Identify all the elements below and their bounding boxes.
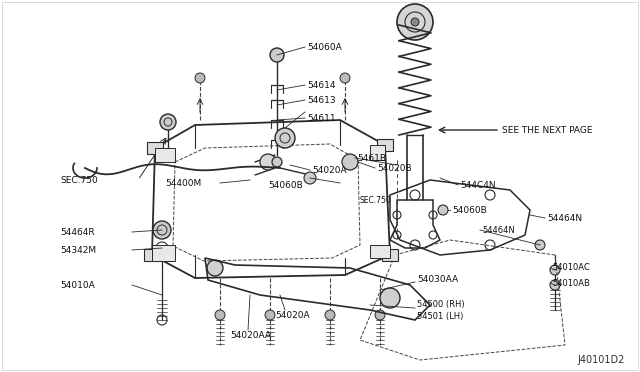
Text: 54020B: 54020B bbox=[377, 164, 412, 173]
Text: 54501 (LH): 54501 (LH) bbox=[417, 311, 463, 321]
Text: SEC.750: SEC.750 bbox=[60, 176, 98, 185]
Circle shape bbox=[272, 157, 282, 167]
Text: 54020AA: 54020AA bbox=[230, 330, 271, 340]
Text: 54500 (RH): 54500 (RH) bbox=[417, 301, 465, 310]
Text: 54464R: 54464R bbox=[60, 228, 95, 237]
Circle shape bbox=[195, 73, 205, 83]
Text: 544C4N: 544C4N bbox=[460, 180, 495, 189]
Bar bbox=[382, 249, 398, 261]
Circle shape bbox=[342, 154, 358, 170]
Text: 54010AC: 54010AC bbox=[552, 263, 589, 273]
Circle shape bbox=[153, 221, 171, 239]
Polygon shape bbox=[152, 245, 175, 261]
Circle shape bbox=[275, 128, 295, 148]
Circle shape bbox=[207, 260, 223, 276]
Circle shape bbox=[270, 48, 284, 62]
Circle shape bbox=[438, 205, 448, 215]
Circle shape bbox=[375, 310, 385, 320]
Text: 54060A: 54060A bbox=[307, 42, 342, 51]
Circle shape bbox=[325, 310, 335, 320]
Polygon shape bbox=[370, 145, 385, 160]
Polygon shape bbox=[155, 148, 175, 162]
Text: SEC.750: SEC.750 bbox=[360, 196, 392, 205]
Circle shape bbox=[265, 310, 275, 320]
Text: 54010AB: 54010AB bbox=[552, 279, 590, 288]
Text: 54464N: 54464N bbox=[482, 225, 515, 234]
Text: 54060B: 54060B bbox=[452, 205, 487, 215]
Bar bbox=[147, 142, 163, 154]
Circle shape bbox=[550, 280, 560, 290]
Text: 54464N: 54464N bbox=[547, 214, 582, 222]
Circle shape bbox=[340, 73, 350, 83]
Polygon shape bbox=[370, 245, 390, 258]
Circle shape bbox=[550, 265, 560, 275]
Text: 54020A: 54020A bbox=[275, 311, 310, 320]
Text: SEE THE NEXT PAGE: SEE THE NEXT PAGE bbox=[502, 125, 593, 135]
Circle shape bbox=[397, 4, 433, 40]
Text: 54400M: 54400M bbox=[165, 179, 201, 187]
Text: 5461B: 5461B bbox=[357, 154, 386, 163]
Circle shape bbox=[215, 310, 225, 320]
Text: 54010A: 54010A bbox=[60, 280, 95, 289]
Text: 54613: 54613 bbox=[307, 96, 335, 105]
Text: 54614: 54614 bbox=[307, 80, 335, 90]
Bar bbox=[144, 249, 160, 261]
Bar bbox=[377, 139, 393, 151]
Text: 54060B: 54060B bbox=[268, 180, 303, 189]
Circle shape bbox=[160, 114, 176, 130]
Circle shape bbox=[304, 172, 316, 184]
Circle shape bbox=[260, 154, 276, 170]
Text: 54611: 54611 bbox=[307, 113, 335, 122]
Text: 54030AA: 54030AA bbox=[417, 276, 458, 285]
Text: 54020A: 54020A bbox=[312, 166, 347, 174]
Circle shape bbox=[380, 288, 400, 308]
Text: 54342M: 54342M bbox=[60, 246, 96, 254]
Circle shape bbox=[535, 240, 545, 250]
Circle shape bbox=[411, 18, 419, 26]
Text: J40101D2: J40101D2 bbox=[578, 355, 625, 365]
